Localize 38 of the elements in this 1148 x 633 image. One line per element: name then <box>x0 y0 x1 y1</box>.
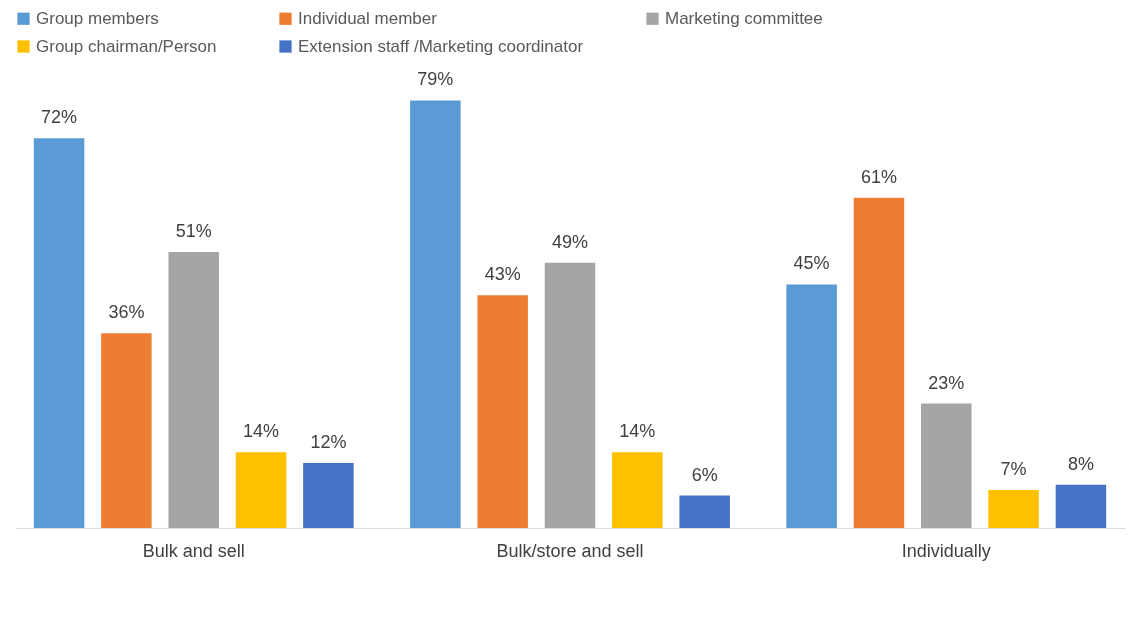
legend-label: Marketing committee <box>665 8 823 28</box>
bar <box>168 251 219 528</box>
x-tick-label: Bulk/store and sell <box>496 540 644 561</box>
data-label: 8% <box>1067 453 1094 474</box>
data-label: 14% <box>243 421 280 442</box>
data-label: 79% <box>417 69 454 90</box>
x-tick-label: Individually <box>901 540 991 561</box>
bar <box>303 463 354 528</box>
data-label: 12% <box>310 432 347 453</box>
data-label: 6% <box>691 464 718 485</box>
data-label: 36% <box>108 302 145 323</box>
legend-label: Extension staff /Marketing coordinator <box>298 36 584 56</box>
data-label: 14% <box>619 421 656 442</box>
x-tick-label: Bulk and sell <box>142 540 245 561</box>
bar <box>544 262 596 528</box>
bar <box>786 284 837 528</box>
bar <box>679 495 730 528</box>
legend-label: Individual member <box>298 8 438 28</box>
data-label: 49% <box>551 231 589 252</box>
bar <box>988 490 1039 528</box>
data-label: 45% <box>793 253 830 274</box>
data-label: 51% <box>175 220 212 241</box>
bar <box>921 403 972 528</box>
data-label: 61% <box>860 166 897 187</box>
bar <box>101 333 152 528</box>
legend-label: Group members <box>36 8 159 28</box>
bar <box>612 452 663 528</box>
bar <box>235 452 287 528</box>
bar <box>853 197 905 528</box>
data-label: 23% <box>928 372 965 393</box>
bar <box>1055 484 1107 528</box>
data-label: 7% <box>1000 459 1027 480</box>
bar <box>477 295 528 528</box>
bar <box>410 100 461 528</box>
bar <box>33 138 85 528</box>
data-label: 72% <box>41 107 78 128</box>
legend-label: Group chairman/Person <box>36 36 217 56</box>
data-label: 43% <box>484 264 521 285</box>
